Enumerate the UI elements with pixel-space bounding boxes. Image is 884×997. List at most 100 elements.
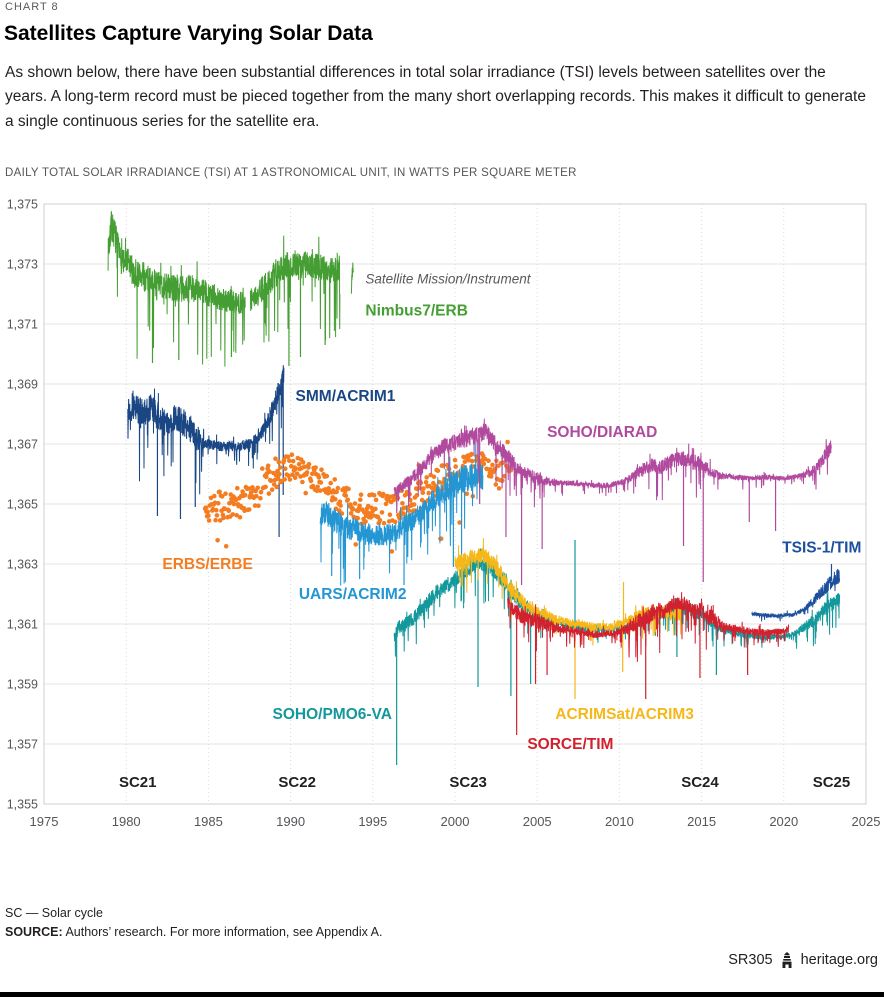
series-label-uars_acrim2: UARS/ACRIM2 <box>299 586 407 603</box>
series-label-soho_pmo6va: SOHO/PMO6-VA <box>273 706 392 723</box>
series-label-tsis1_tim: TSIS-1/TIM <box>782 540 861 557</box>
series-path-sorce_tim <box>507 592 790 662</box>
series-label-nimbus7_erb: Nimbus7/ERB <box>365 303 468 320</box>
scatter-dot-erbs_erbe <box>293 466 299 471</box>
scatter-dot-erbs_erbe <box>246 507 252 512</box>
scatter-dot-erbs_erbe <box>214 513 220 518</box>
y-tick-label: 1,375 <box>7 198 38 212</box>
solar-cycle-label: SC22 <box>278 774 316 791</box>
scatter-dot-erbs_erbe <box>213 517 218 523</box>
scatter-dot-erbs_erbe <box>371 493 377 498</box>
scatter-dot-erbs_erbe <box>258 496 263 501</box>
scatter-dot-erbs_erbe <box>287 458 292 464</box>
chart-kicker: CHART 8 <box>5 1 59 13</box>
scatter-dot-erbs_erbe <box>505 439 510 445</box>
scatter-dot-erbs_erbe <box>294 471 300 477</box>
site-name: heritage.org <box>800 952 878 968</box>
series-path-nimbus7_erb_tail <box>350 262 354 294</box>
series-path-soho_pmo6va <box>393 548 841 657</box>
scatter-dot-erbs_erbe <box>206 513 211 519</box>
scatter-dot-erbs_erbe <box>379 510 385 515</box>
scatter-dot-erbs_erbe <box>421 486 426 491</box>
scatter-dot-erbs_erbe <box>358 492 364 498</box>
scatter-dot-erbs_erbe <box>345 497 351 503</box>
scatter-dot-erbs_erbe <box>226 508 232 514</box>
scatter-dot-erbs_erbe <box>453 464 459 469</box>
solar-cycle-label: SC23 <box>449 774 487 791</box>
scatter-dot-erbs_erbe <box>268 478 274 484</box>
scatter-dot-erbs_erbe <box>275 476 281 482</box>
scatter-dot-erbs_erbe <box>411 502 417 507</box>
scatter-dot-erbs_erbe <box>462 459 468 465</box>
scatter-dot-erbs_erbe <box>267 469 272 475</box>
x-tick-label: 2005 <box>523 814 552 829</box>
series-sorce_tim <box>507 592 790 735</box>
chart-description: As shown below, there have been substant… <box>5 64 866 130</box>
x-tick-label: 2025 <box>852 814 881 829</box>
series-labels: Satellite Mission/Instrument Nimbus7/ERB S… <box>162 272 861 754</box>
y-tick-label: 1,357 <box>7 738 38 752</box>
scatter-dot-erbs_erbe <box>350 506 356 512</box>
scatter-dot-erbs_erbe <box>217 489 222 495</box>
series-nimbus7_erb_tail <box>350 262 354 294</box>
scatter-dot-erbs_erbe <box>355 515 361 521</box>
scatter-dot-erbs_erbe <box>373 497 379 503</box>
scatter-dot-erbs_erbe <box>258 489 264 495</box>
scatter-dot-erbs_erbe <box>282 477 288 482</box>
scatter-dot-erbs_erbe <box>352 501 358 506</box>
scatter-dot-erbs_erbe <box>493 482 499 487</box>
scatter-dot-erbs_erbe <box>426 490 432 496</box>
scatter-dot-erbs_erbe <box>256 503 261 509</box>
scatter-dot-erbs_erbe <box>273 456 278 462</box>
series-soho_diarad <box>393 418 832 585</box>
abbreviation-note: SC — Solar cycle <box>5 906 103 920</box>
y-tick-label: 1,355 <box>7 798 38 812</box>
scatter-dot-erbs_erbe <box>316 475 322 480</box>
scatter-dot-erbs_erbe <box>205 509 210 515</box>
scatter-dot-erbs_erbe <box>383 501 389 507</box>
scatter-dot-erbs_erbe <box>377 518 383 523</box>
solar-cycle-label: SC24 <box>681 774 719 791</box>
scatter-dot-erbs_erbe <box>212 493 217 499</box>
scatter-dot-erbs_erbe <box>260 466 265 471</box>
scatter-dot-erbs_erbe <box>363 519 368 524</box>
scatter-dot-erbs_erbe <box>289 452 295 458</box>
scatter-dot-erbs_erbe <box>303 490 309 496</box>
scatter-dot-erbs_erbe <box>230 512 235 517</box>
scatter-dot-erbs_erbe <box>452 457 458 463</box>
report-credit: SR305 heritage.org <box>728 952 878 968</box>
scatter-dot-erbs_erbe <box>265 463 271 469</box>
scatter-dot-erbs_erbe <box>237 515 243 520</box>
x-tick-label: 1990 <box>276 814 305 829</box>
source-label: SOURCE: <box>5 925 63 939</box>
scatter-dot-erbs_erbe <box>216 501 221 506</box>
scatter-dot-erbs_erbe <box>217 518 223 523</box>
scatter-dot-erbs_erbe <box>276 459 282 465</box>
scatter-dot-erbs_erbe <box>234 513 239 518</box>
scatter-dot-erbs_erbe <box>215 538 220 543</box>
scatter-dot-erbs_erbe <box>435 468 441 474</box>
scatter-dot-erbs_erbe <box>328 480 334 486</box>
scatter-dot-erbs_erbe <box>457 520 462 525</box>
x-tick-label: 2015 <box>687 814 716 829</box>
scatter-dot-erbs_erbe <box>296 461 302 467</box>
y-tick-label: 1,371 <box>7 318 38 332</box>
x-tick-label: 2010 <box>605 814 634 829</box>
grid <box>43 203 867 805</box>
scatter-dot-erbs_erbe <box>348 511 354 516</box>
y-tick-label: 1,365 <box>7 498 38 512</box>
scatter-dot-erbs_erbe <box>319 467 324 473</box>
scatter-dot-erbs_erbe <box>219 494 225 499</box>
source-text: Authors’ research. For more information,… <box>62 925 383 939</box>
page-bottom-bar <box>0 992 884 997</box>
scatter-dot-erbs_erbe <box>300 459 306 465</box>
scatter-dot-erbs_erbe <box>240 489 245 494</box>
scatter-dot-erbs_erbe <box>440 480 446 485</box>
series-uars_acrim2 <box>319 441 484 586</box>
series-label-sorce_tim: SORCE/TIM <box>527 736 613 753</box>
x-tick-label: 2000 <box>441 814 470 829</box>
scatter-dot-erbs_erbe <box>285 454 291 460</box>
scatter-dot-erbs_erbe <box>335 485 341 491</box>
scatter-dot-erbs_erbe <box>318 480 324 485</box>
x-tick-label: 1980 <box>112 814 141 829</box>
